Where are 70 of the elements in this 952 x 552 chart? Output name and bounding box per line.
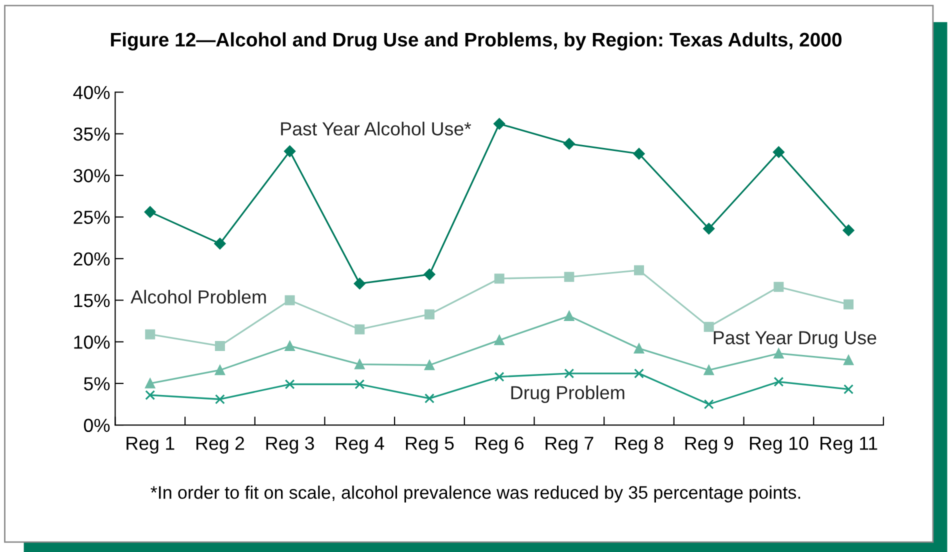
x-tick-label: Reg 8 [616, 436, 664, 454]
x-tick-label: Reg 6 [476, 436, 524, 454]
point [424, 393, 434, 404]
point [703, 222, 715, 234]
point [284, 379, 295, 390]
chart-title: Figure 12—Alcohol and Drug Use and Problems, by Region: Texas Adults, 2000 [111, 32, 842, 51]
series-label: Past Year Drug Use [714, 331, 876, 348]
point [354, 278, 366, 290]
point [634, 343, 644, 354]
point [214, 340, 225, 351]
point [774, 282, 784, 292]
point [842, 224, 854, 236]
y-tick-label: 25% [74, 210, 110, 224]
point [634, 368, 644, 378]
point [564, 311, 574, 322]
x-tick-label: Reg 2 [196, 436, 244, 454]
point [633, 148, 645, 160]
point [564, 272, 574, 282]
y-tick-label: 0% [84, 418, 110, 432]
point [704, 322, 714, 332]
point [772, 146, 784, 158]
point [144, 206, 156, 218]
point [284, 295, 295, 306]
point [214, 394, 225, 404]
y-tick-label: 40% [73, 86, 110, 100]
series-label: Drug Problem [511, 386, 624, 403]
x-tick-label: Reg 7 [546, 436, 594, 454]
point [214, 365, 225, 376]
point [354, 359, 365, 370]
y-tick-label: 20% [74, 252, 110, 266]
y-tick-label: 35% [74, 127, 110, 141]
point [634, 265, 644, 276]
point [284, 340, 295, 351]
point [704, 399, 714, 410]
point [145, 390, 156, 400]
point [494, 274, 504, 284]
point [844, 384, 854, 394]
point [774, 376, 784, 387]
series-label: Past Year Alcohol Use* [281, 122, 472, 136]
text: *In order to fit on scale, alcohol prevalence was reduced by 35 percentage points. [150, 486, 800, 502]
x-tick-label: Reg 3 [266, 436, 314, 454]
point [424, 360, 434, 370]
point [424, 268, 436, 280]
point [354, 324, 365, 334]
y-tick-label: 5% [84, 377, 110, 390]
point [214, 238, 226, 250]
point [494, 118, 506, 130]
x-tick-label: Reg 9 [685, 436, 733, 454]
point [494, 372, 504, 382]
point [844, 299, 854, 310]
point [563, 138, 575, 150]
x-tick-label: Reg 1 [126, 436, 174, 454]
x-tick-label: Reg 11 [820, 436, 878, 454]
point [564, 368, 574, 378]
y-tick-label: 30% [74, 169, 110, 182]
point [354, 379, 365, 390]
x-tick-label: Reg 5 [406, 436, 454, 454]
point [424, 309, 434, 320]
x-tick-label: Reg 4 [336, 436, 384, 454]
point [704, 365, 714, 376]
point [774, 348, 784, 358]
y-tick-label: 15% [74, 294, 110, 308]
point [494, 335, 504, 346]
y-tick-label: 10% [74, 336, 110, 349]
point [844, 355, 854, 366]
x-tick-label: Reg 10 [750, 436, 808, 454]
point [145, 378, 156, 388]
point [145, 329, 156, 340]
series-label: Alcohol Problem [130, 290, 266, 304]
point [284, 146, 296, 158]
